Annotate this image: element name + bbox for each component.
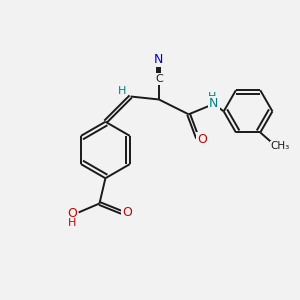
Text: C: C [155,74,163,84]
Text: O: O [67,206,77,220]
Text: N: N [209,98,219,110]
Text: H: H [118,86,127,96]
Text: O: O [122,206,132,219]
Text: O: O [197,133,207,146]
Text: N: N [154,53,164,66]
Text: CH₃: CH₃ [271,141,290,152]
Text: H: H [68,218,76,228]
Text: H: H [208,92,217,101]
